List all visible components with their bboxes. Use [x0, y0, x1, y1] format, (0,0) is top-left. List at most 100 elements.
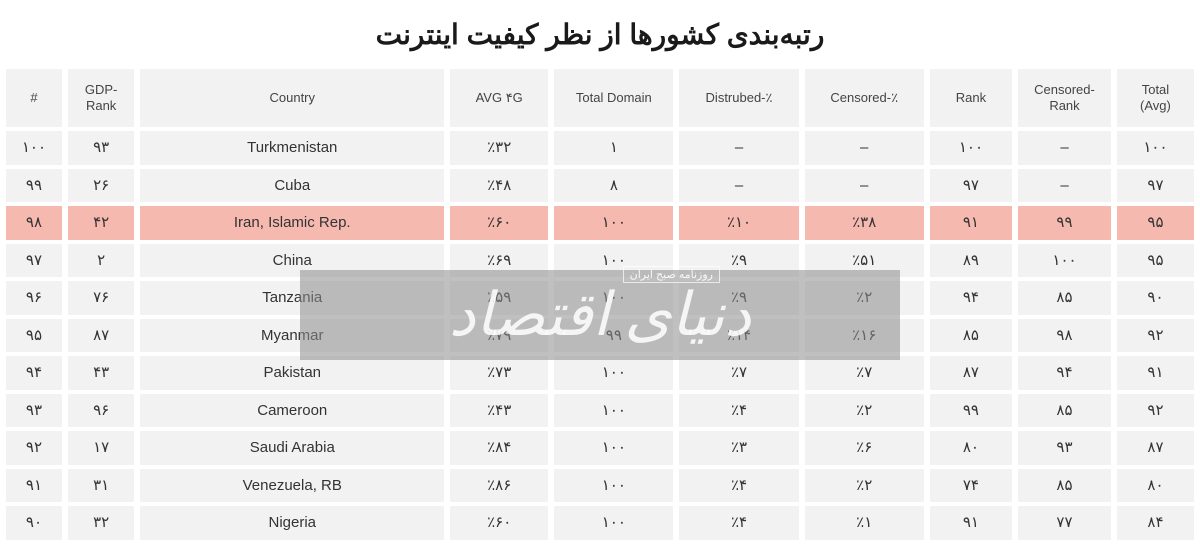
cell-gdp: ۳۱ — [68, 469, 134, 503]
cell-dist: – — [679, 131, 798, 165]
column-header-gdp: GDP- Rank — [68, 69, 134, 127]
cell-num: ۱۰۰ — [6, 131, 62, 165]
table-row: ۹۶۷۶Tanzania٪۵۹۱۰۰٪۹٪۲۹۴۸۵۹۰ — [6, 281, 1194, 315]
cell-avg4g: ٪۸۴ — [450, 431, 548, 465]
cell-domain: ۱۰۰ — [554, 281, 673, 315]
cell-domain: ۱۰۰ — [554, 469, 673, 503]
table-row: ۹۱۳۱Venezuela, RB٪۸۶۱۰۰٪۴٪۲۷۴۸۵۸۰ — [6, 469, 1194, 503]
cell-total: ۹۲ — [1117, 394, 1194, 428]
cell-total: ۸۷ — [1117, 431, 1194, 465]
table-row: ۹۳۹۶Cameroon٪۴۳۱۰۰٪۴٪۲۹۹۸۵۹۲ — [6, 394, 1194, 428]
cell-rank: ۹۷ — [930, 169, 1012, 203]
cell-dist: ٪۹ — [679, 244, 798, 278]
cell-country: Turkmenistan — [140, 131, 444, 165]
table-row: ۹۴۴۳Pakistan٪۷۳۱۰۰٪۷٪۷۸۷۹۴۹۱ — [6, 356, 1194, 390]
table-row: ۹۵۸۷Myanmar٪۷۹۹۹٪۱۴٪۱۶۸۵۹۸۹۲ — [6, 319, 1194, 353]
cell-cens: – — [805, 131, 924, 165]
cell-dist: ٪۳ — [679, 431, 798, 465]
cell-avg4g: ٪۶۹ — [450, 244, 548, 278]
cell-total: ۱۰۰ — [1117, 131, 1194, 165]
cell-gdp: ۲ — [68, 244, 134, 278]
cell-domain: ۱۰۰ — [554, 394, 673, 428]
cell-crank: – — [1018, 169, 1111, 203]
cell-total: ۹۵ — [1117, 244, 1194, 278]
cell-crank: ۹۸ — [1018, 319, 1111, 353]
cell-avg4g: ٪۵۹ — [450, 281, 548, 315]
column-header-crank: Censored- Rank — [1018, 69, 1111, 127]
cell-rank: ۸۵ — [930, 319, 1012, 353]
cell-rank: ۹۱ — [930, 506, 1012, 540]
column-header-total: Total (Avg) — [1117, 69, 1194, 127]
cell-cens: ٪۲ — [805, 469, 924, 503]
cell-dist: ٪۴ — [679, 469, 798, 503]
cell-rank: ۹۱ — [930, 206, 1012, 240]
cell-country: Cuba — [140, 169, 444, 203]
cell-crank: ۱۰۰ — [1018, 244, 1111, 278]
cell-country: Nigeria — [140, 506, 444, 540]
cell-dist: ٪۴ — [679, 506, 798, 540]
cell-num: ۹۱ — [6, 469, 62, 503]
cell-avg4g: ٪۶۰ — [450, 506, 548, 540]
ranking-table: #GDP- RankCountryAVG ۴GTotal DomainDistr… — [0, 65, 1200, 544]
cell-country: Tanzania — [140, 281, 444, 315]
cell-gdp: ۱۷ — [68, 431, 134, 465]
cell-crank: ۹۴ — [1018, 356, 1111, 390]
cell-rank: ۷۴ — [930, 469, 1012, 503]
cell-total: ۹۰ — [1117, 281, 1194, 315]
cell-dist: ٪۱۴ — [679, 319, 798, 353]
cell-dist: ٪۱۰ — [679, 206, 798, 240]
cell-num: ۹۸ — [6, 206, 62, 240]
cell-total: ۸۴ — [1117, 506, 1194, 540]
cell-num: ۹۴ — [6, 356, 62, 390]
cell-num: ۹۷ — [6, 244, 62, 278]
cell-crank: – — [1018, 131, 1111, 165]
cell-cens: ٪۵۱ — [805, 244, 924, 278]
cell-dist: – — [679, 169, 798, 203]
cell-crank: ۹۳ — [1018, 431, 1111, 465]
cell-domain: ۱۰۰ — [554, 244, 673, 278]
cell-country: China — [140, 244, 444, 278]
cell-domain: ۹۹ — [554, 319, 673, 353]
cell-rank: ۹۹ — [930, 394, 1012, 428]
cell-total: ۹۱ — [1117, 356, 1194, 390]
cell-num: ۹۲ — [6, 431, 62, 465]
cell-country: Cameroon — [140, 394, 444, 428]
cell-avg4g: ٪۷۳ — [450, 356, 548, 390]
cell-total: ۹۵ — [1117, 206, 1194, 240]
cell-avg4g: ٪۷۹ — [450, 319, 548, 353]
cell-cens: ٪۲ — [805, 394, 924, 428]
cell-country: Pakistan — [140, 356, 444, 390]
cell-crank: ۸۵ — [1018, 394, 1111, 428]
column-header-domain: Total Domain — [554, 69, 673, 127]
column-header-country: Country — [140, 69, 444, 127]
table-row: ۹۹۲۶Cuba٪۴۸۸––۹۷–۹۷ — [6, 169, 1194, 203]
column-header-rank: Rank — [930, 69, 1012, 127]
cell-crank: ۸۵ — [1018, 469, 1111, 503]
cell-country: Iran, Islamic Rep. — [140, 206, 444, 240]
cell-gdp: ۴۳ — [68, 356, 134, 390]
cell-country: Saudi Arabia — [140, 431, 444, 465]
cell-gdp: ۹۳ — [68, 131, 134, 165]
cell-domain: ۱۰۰ — [554, 206, 673, 240]
cell-cens: – — [805, 169, 924, 203]
cell-country: Myanmar — [140, 319, 444, 353]
cell-avg4g: ٪۴۸ — [450, 169, 548, 203]
cell-num: ۹۰ — [6, 506, 62, 540]
cell-avg4g: ٪۳۲ — [450, 131, 548, 165]
cell-domain: ۱۰۰ — [554, 506, 673, 540]
cell-avg4g: ٪۴۳ — [450, 394, 548, 428]
table-header-row: #GDP- RankCountryAVG ۴GTotal DomainDistr… — [6, 69, 1194, 127]
column-header-avg4g: AVG ۴G — [450, 69, 548, 127]
cell-total: ۸۰ — [1117, 469, 1194, 503]
cell-rank: ۸۷ — [930, 356, 1012, 390]
column-header-num: # — [6, 69, 62, 127]
cell-cens: ٪۱۶ — [805, 319, 924, 353]
cell-gdp: ۳۲ — [68, 506, 134, 540]
cell-rank: ۸۰ — [930, 431, 1012, 465]
cell-rank: ۱۰۰ — [930, 131, 1012, 165]
table-row: ۹۷۲China٪۶۹۱۰۰٪۹٪۵۱۸۹۱۰۰۹۵ — [6, 244, 1194, 278]
column-header-dist: Distrubed-٪ — [679, 69, 798, 127]
cell-domain: ۱۰۰ — [554, 356, 673, 390]
cell-cens: ٪۱ — [805, 506, 924, 540]
table-row: ۹۰۳۲Nigeria٪۶۰۱۰۰٪۴٪۱۹۱۷۷۸۴ — [6, 506, 1194, 540]
